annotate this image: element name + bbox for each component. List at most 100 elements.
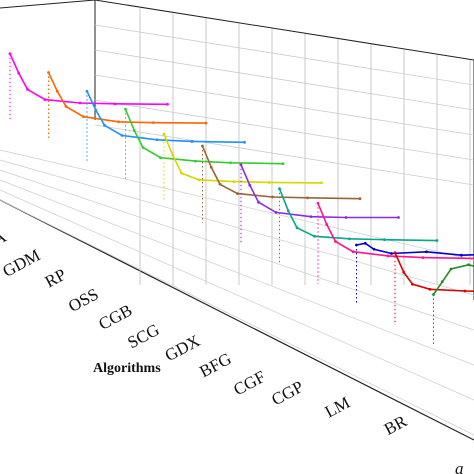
data-point (152, 121, 155, 125)
data-point (411, 282, 414, 286)
data-point (17, 71, 21, 75)
floor-gridline (0, 179, 474, 366)
category-tick-label: CGP (268, 377, 306, 409)
data-point (463, 289, 467, 293)
data-point (113, 102, 117, 106)
data-point (271, 195, 274, 199)
data-point (393, 251, 397, 255)
data-point (141, 146, 145, 149)
data-point (103, 123, 106, 127)
data-point (85, 89, 89, 93)
data-point (218, 182, 222, 186)
data-point (239, 163, 243, 167)
data-point (171, 153, 175, 157)
category-tick-label: GDM (0, 245, 43, 280)
data-point (313, 234, 316, 238)
data-point (229, 161, 232, 165)
series-layer (8, 52, 474, 346)
data-point (267, 181, 271, 184)
data-point (383, 238, 386, 242)
data-point (209, 165, 213, 169)
data-point (155, 138, 159, 142)
data-point (306, 196, 309, 200)
data-point (204, 121, 208, 125)
data-point (197, 178, 201, 182)
data-point (55, 89, 59, 93)
data-point (274, 211, 278, 214)
data-point (243, 140, 246, 144)
wall-gridline-horizontal (94, 74, 474, 136)
data-point (286, 209, 290, 213)
data-point (82, 115, 85, 119)
data-point (281, 162, 285, 166)
data-point (351, 250, 355, 254)
category-tick-label: GDX (162, 331, 203, 365)
floor-gridline (0, 149, 474, 261)
category-tick-label: A (0, 227, 10, 250)
wall-gridline-horizontal (94, 99, 474, 161)
data-point (295, 226, 299, 230)
data-point (124, 107, 127, 111)
wall-gridline-horizontal (94, 124, 474, 186)
data-point (316, 201, 320, 205)
data-point (363, 241, 367, 245)
axis-walls (0, 0, 474, 441)
data-point (8, 52, 12, 56)
data-point (132, 129, 136, 132)
data-point (120, 134, 124, 137)
data-point (26, 88, 29, 91)
data-point (348, 237, 351, 241)
floor-gridline (0, 169, 474, 331)
data-point (440, 280, 444, 284)
data-point (460, 253, 463, 257)
data-point (390, 252, 393, 255)
data-point (386, 254, 390, 258)
data-point (94, 108, 98, 112)
floor-gridline (0, 199, 474, 436)
data-point (232, 180, 236, 184)
gridlines (0, 8, 474, 436)
data-point (432, 293, 435, 296)
category-tick-label: OSS (65, 284, 101, 315)
data-point (435, 239, 439, 242)
category-tick-label: CGF (230, 367, 268, 399)
category-tick-label: BR (381, 411, 411, 439)
data-point (248, 183, 252, 187)
data-point (358, 197, 362, 201)
clipped-axis-label: a (455, 459, 464, 474)
data-point (325, 223, 329, 226)
data-point (467, 263, 470, 267)
category-tick-label: RP (42, 265, 69, 292)
data-point (201, 144, 204, 148)
floor-gridline (0, 159, 474, 296)
data-point (344, 216, 348, 219)
data-point (117, 120, 120, 124)
floor-gridline (0, 189, 474, 401)
data-point (47, 71, 50, 74)
category-tick-label: LM (322, 393, 353, 422)
floor-front-edge (0, 199, 474, 441)
data-point (190, 140, 194, 143)
data-point (372, 247, 376, 251)
series-line (432, 263, 474, 295)
data-point (397, 216, 400, 219)
data-point (180, 171, 183, 175)
data-point (166, 102, 169, 106)
wall-gridline-horizontal (94, 49, 474, 111)
data-point (236, 192, 239, 196)
wall-gridline-horizontal (94, 24, 474, 86)
data-point (425, 250, 428, 254)
data-point (278, 187, 281, 191)
data-point (421, 256, 425, 260)
data-point (428, 287, 432, 291)
data-point (78, 101, 82, 105)
category-tick-label: BFG (196, 349, 234, 381)
category-tick-label: SCG (124, 320, 162, 352)
data-point (309, 215, 313, 219)
data-point (402, 270, 406, 274)
data-point (449, 267, 453, 271)
x-axis-title: Algorithms (93, 361, 161, 376)
